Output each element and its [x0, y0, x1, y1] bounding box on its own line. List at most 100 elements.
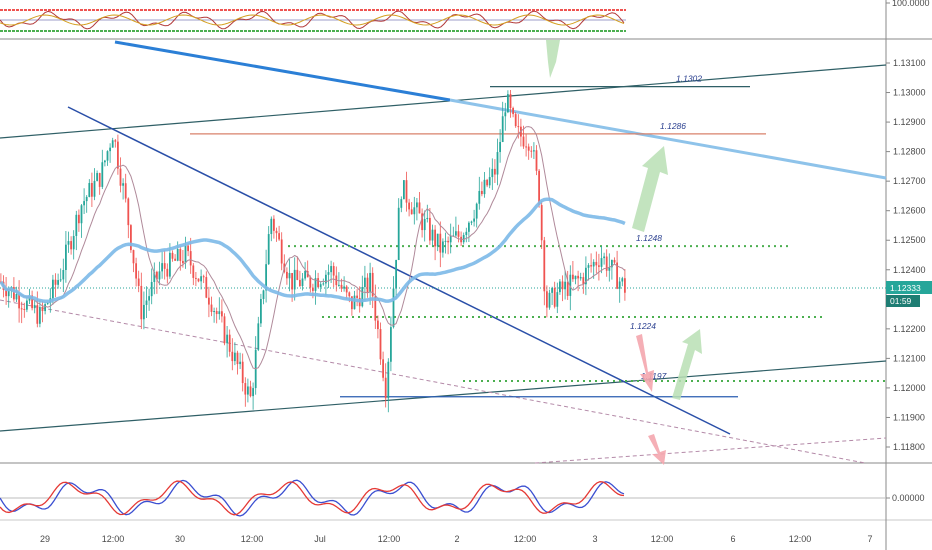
time-tick-label: 6 — [730, 534, 735, 544]
upper-channel-line[interactable] — [0, 64, 887, 139]
candle-body — [608, 267, 611, 271]
candle-body — [483, 179, 486, 195]
candle-body — [293, 269, 296, 290]
candle-body — [54, 279, 57, 285]
candle-body — [395, 259, 397, 289]
candle-body — [345, 286, 348, 293]
candle-body — [306, 270, 309, 278]
candle-body — [364, 277, 366, 287]
navy-descending-trendline[interactable] — [67, 106, 731, 435]
candle-body — [512, 107, 514, 115]
candle-body — [80, 205, 83, 224]
candle-body — [434, 229, 436, 247]
candle-body — [611, 259, 613, 268]
candle-body — [379, 329, 382, 360]
candle-body — [514, 114, 517, 127]
candle-body — [197, 278, 200, 282]
top-oscillator-pane: 100.0000 — [0, 0, 930, 32]
price-tick-label: 1.13100 — [893, 58, 926, 68]
time-tick-label: 29 — [40, 534, 50, 544]
candle-body — [132, 250, 135, 264]
thick-descending-trendline[interactable] — [114, 40, 451, 102]
candle-body — [319, 284, 322, 288]
level-label: 1.1224 — [630, 321, 656, 331]
candle-body — [585, 267, 587, 285]
candle-body — [468, 222, 470, 232]
candle-body — [39, 307, 41, 324]
candle-body — [507, 94, 509, 113]
green-connector-arrow — [546, 40, 560, 78]
countdown-timer: 01:59 — [890, 296, 912, 306]
candle-body — [340, 284, 343, 289]
candle-body — [473, 218, 475, 222]
candle-body — [442, 241, 444, 253]
fast-moving-average — [0, 126, 626, 370]
time-tick-label: 3 — [592, 534, 597, 544]
candle-body — [587, 265, 590, 268]
lower-channel-line[interactable] — [0, 360, 887, 432]
candle-body — [416, 202, 418, 208]
candle-body — [208, 297, 210, 305]
candle-body — [52, 279, 54, 299]
candle-body — [535, 150, 538, 171]
candle-body — [239, 361, 241, 365]
candle-body — [551, 287, 553, 293]
candle-body — [371, 272, 374, 297]
candle-body — [439, 233, 442, 253]
candle-body — [481, 190, 483, 195]
price-tick-label: 1.12400 — [893, 265, 926, 275]
candle-body — [20, 308, 23, 310]
candle-body — [312, 287, 314, 291]
candle-body — [486, 179, 488, 186]
candle-body — [83, 201, 85, 206]
candle-body — [423, 219, 426, 231]
candle-body — [59, 279, 62, 281]
candle-body — [176, 248, 179, 261]
candle-body — [109, 147, 111, 152]
candle-body — [249, 386, 252, 397]
candle-body — [465, 231, 468, 236]
price-tick-label: 1.12100 — [893, 353, 926, 363]
candle-body — [75, 214, 78, 236]
candle-body — [88, 183, 91, 197]
candle-body — [590, 265, 592, 267]
price-tick-label: 1.12700 — [893, 176, 926, 186]
candle-body — [67, 241, 70, 245]
candle-body — [150, 282, 153, 297]
price-pane: 1.13100 1.13000 1.12900 1.12800 1.12700 1.126… — [0, 40, 932, 465]
trendline-drawings — [0, 40, 887, 464]
candle-body — [377, 320, 379, 330]
candle-body — [618, 281, 621, 289]
bottom-axis-label: 0.00000 — [892, 493, 925, 503]
candle-body — [260, 298, 262, 324]
candle-body — [574, 275, 577, 280]
candle-body — [270, 218, 273, 235]
candle-body — [46, 303, 49, 305]
candle-body — [223, 316, 226, 344]
candle-body — [405, 180, 408, 203]
light-descending-trendline[interactable] — [449, 98, 887, 180]
candle-body — [436, 233, 439, 247]
candle-body — [418, 202, 421, 214]
candle-body — [236, 352, 239, 365]
candle-body — [252, 388, 254, 397]
candle-body — [397, 207, 400, 260]
candle-body — [613, 259, 616, 263]
candle-body — [566, 281, 569, 296]
candle-body — [262, 290, 265, 299]
candle-body — [171, 252, 174, 259]
candle-body — [600, 258, 603, 267]
candle-body — [400, 199, 403, 208]
candle-body — [93, 180, 96, 197]
candle-body — [624, 278, 626, 293]
price-tick-label: 1.12500 — [893, 235, 926, 245]
candle-body — [153, 271, 156, 283]
candle-body — [291, 273, 293, 290]
candle-body — [421, 213, 423, 231]
candle-body — [119, 168, 122, 186]
time-tick-label: 2 — [454, 534, 459, 544]
level-label: 1.1302 — [676, 74, 702, 84]
candle-body — [7, 290, 10, 297]
candle-body — [161, 263, 163, 272]
